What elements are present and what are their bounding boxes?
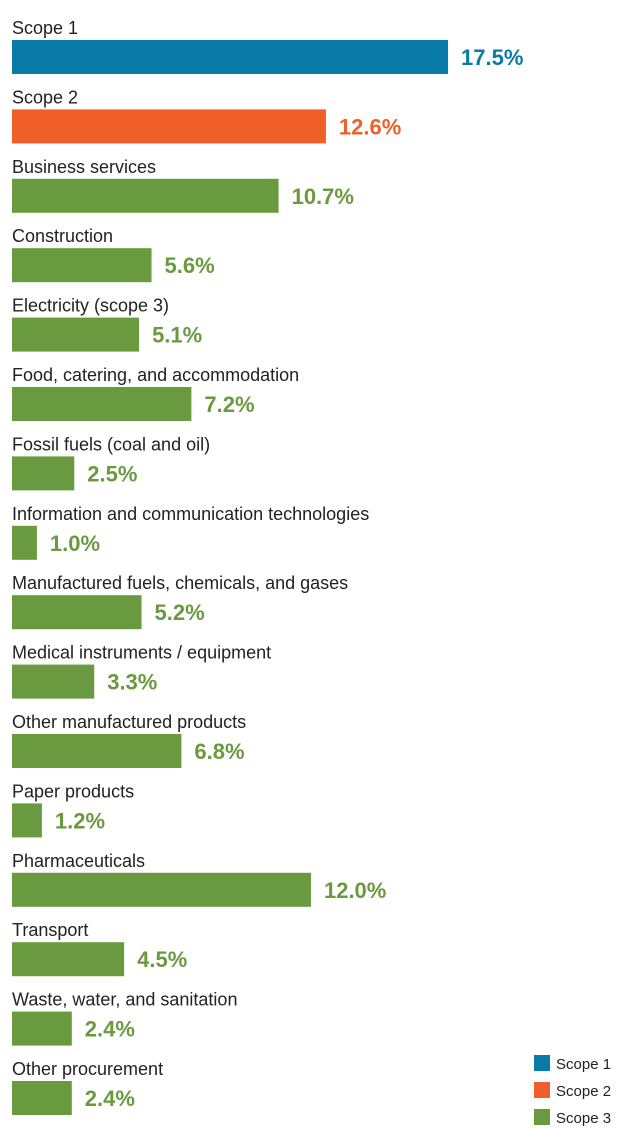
legend-swatch: [534, 1055, 550, 1071]
category-label: Construction: [12, 226, 113, 246]
bar: [12, 1011, 72, 1046]
value-label: 5.2%: [155, 600, 205, 625]
category-label: Information and communication technologi…: [12, 504, 369, 524]
bar: [12, 317, 140, 352]
value-label: 6.8%: [194, 739, 244, 764]
bar: [12, 664, 95, 699]
bar: [12, 178, 279, 213]
bar: [12, 525, 37, 560]
category-label: Business services: [12, 157, 156, 177]
value-label: 5.6%: [165, 253, 215, 278]
value-label: 5.1%: [152, 323, 202, 348]
bar: [12, 1081, 72, 1115]
category-label: Electricity (scope 3): [12, 296, 169, 316]
value-label: 7.2%: [204, 392, 254, 417]
bar: [12, 109, 326, 144]
legend-swatch: [534, 1082, 550, 1098]
value-label: 2.4%: [85, 1086, 135, 1111]
value-label: 10.7%: [292, 184, 354, 209]
bar: [12, 803, 42, 838]
bar: [12, 595, 142, 630]
value-label: 4.5%: [137, 947, 187, 972]
legend-swatch: [534, 1109, 550, 1125]
category-label: Food, catering, and accommodation: [12, 365, 299, 385]
bar: [12, 387, 192, 421]
value-label: 2.5%: [87, 461, 137, 486]
value-label: 17.5%: [461, 45, 523, 70]
category-label: Fossil fuels (coal and oil): [12, 434, 210, 454]
value-label: 12.0%: [324, 878, 386, 903]
bar: [12, 40, 448, 74]
bar: [12, 872, 311, 907]
legend-label: Scope 3: [556, 1110, 611, 1127]
category-label: Medical instruments / equipment: [12, 643, 271, 663]
value-label: 2.4%: [85, 1017, 135, 1042]
category-label: Scope 1: [12, 18, 78, 38]
category-label: Waste, water, and sanitation: [12, 990, 237, 1010]
value-label: 3.3%: [107, 670, 157, 695]
value-label: 1.2%: [55, 808, 105, 833]
bar: [12, 734, 182, 768]
legend-label: Scope 2: [556, 1083, 611, 1100]
value-label: 12.6%: [339, 114, 401, 139]
category-label: Other procurement: [12, 1059, 163, 1079]
category-label: Paper products: [12, 781, 134, 801]
category-label: Manufactured fuels, chemicals, and gases: [12, 573, 348, 593]
category-label: Pharmaceuticals: [12, 851, 145, 871]
bar: [12, 456, 75, 491]
category-label: Other manufactured products: [12, 712, 246, 732]
category-label: Scope 2: [12, 87, 78, 107]
value-label: 1.0%: [50, 531, 100, 556]
bar: [12, 942, 125, 977]
legend-label: Scope 1: [556, 1056, 611, 1073]
category-label: Transport: [12, 920, 88, 940]
bar: [12, 248, 152, 283]
